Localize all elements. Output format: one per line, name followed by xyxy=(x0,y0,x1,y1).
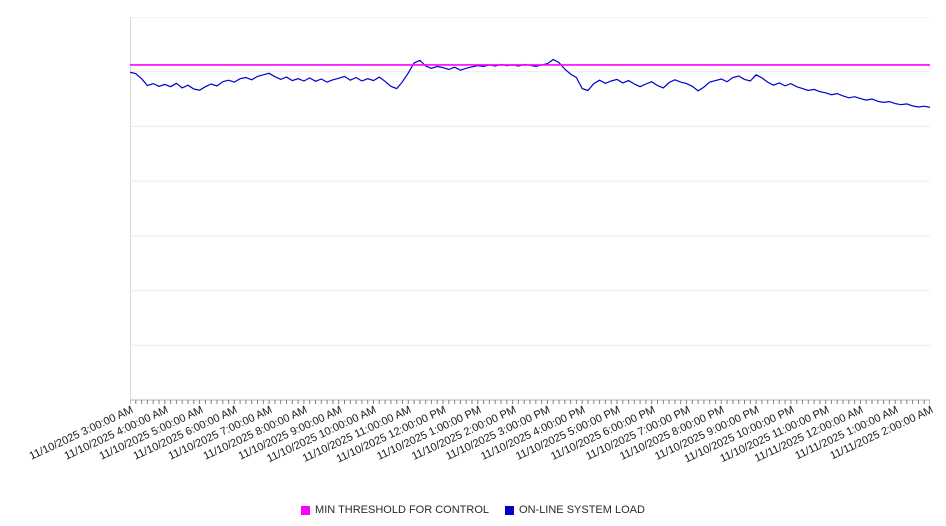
plot-area xyxy=(130,17,930,404)
legend-label-threshold: MIN THRESHOLD FOR CONTROL xyxy=(315,504,490,516)
legend-label-load: ON-LINE SYSTEM LOAD xyxy=(519,504,645,516)
legend-swatch-load-icon xyxy=(505,505,515,515)
series-line-load xyxy=(130,58,930,108)
legend-item-min-threshold[interactable]: MIN THRESHOLD FOR CONTROL xyxy=(301,504,489,516)
legend-swatch-threshold-icon xyxy=(301,505,311,515)
legend: MIN THRESHOLD FOR CONTROL ON-LINE SYSTEM… xyxy=(0,504,946,516)
legend-item-system-load[interactable]: ON-LINE SYSTEM LOAD xyxy=(505,504,645,516)
